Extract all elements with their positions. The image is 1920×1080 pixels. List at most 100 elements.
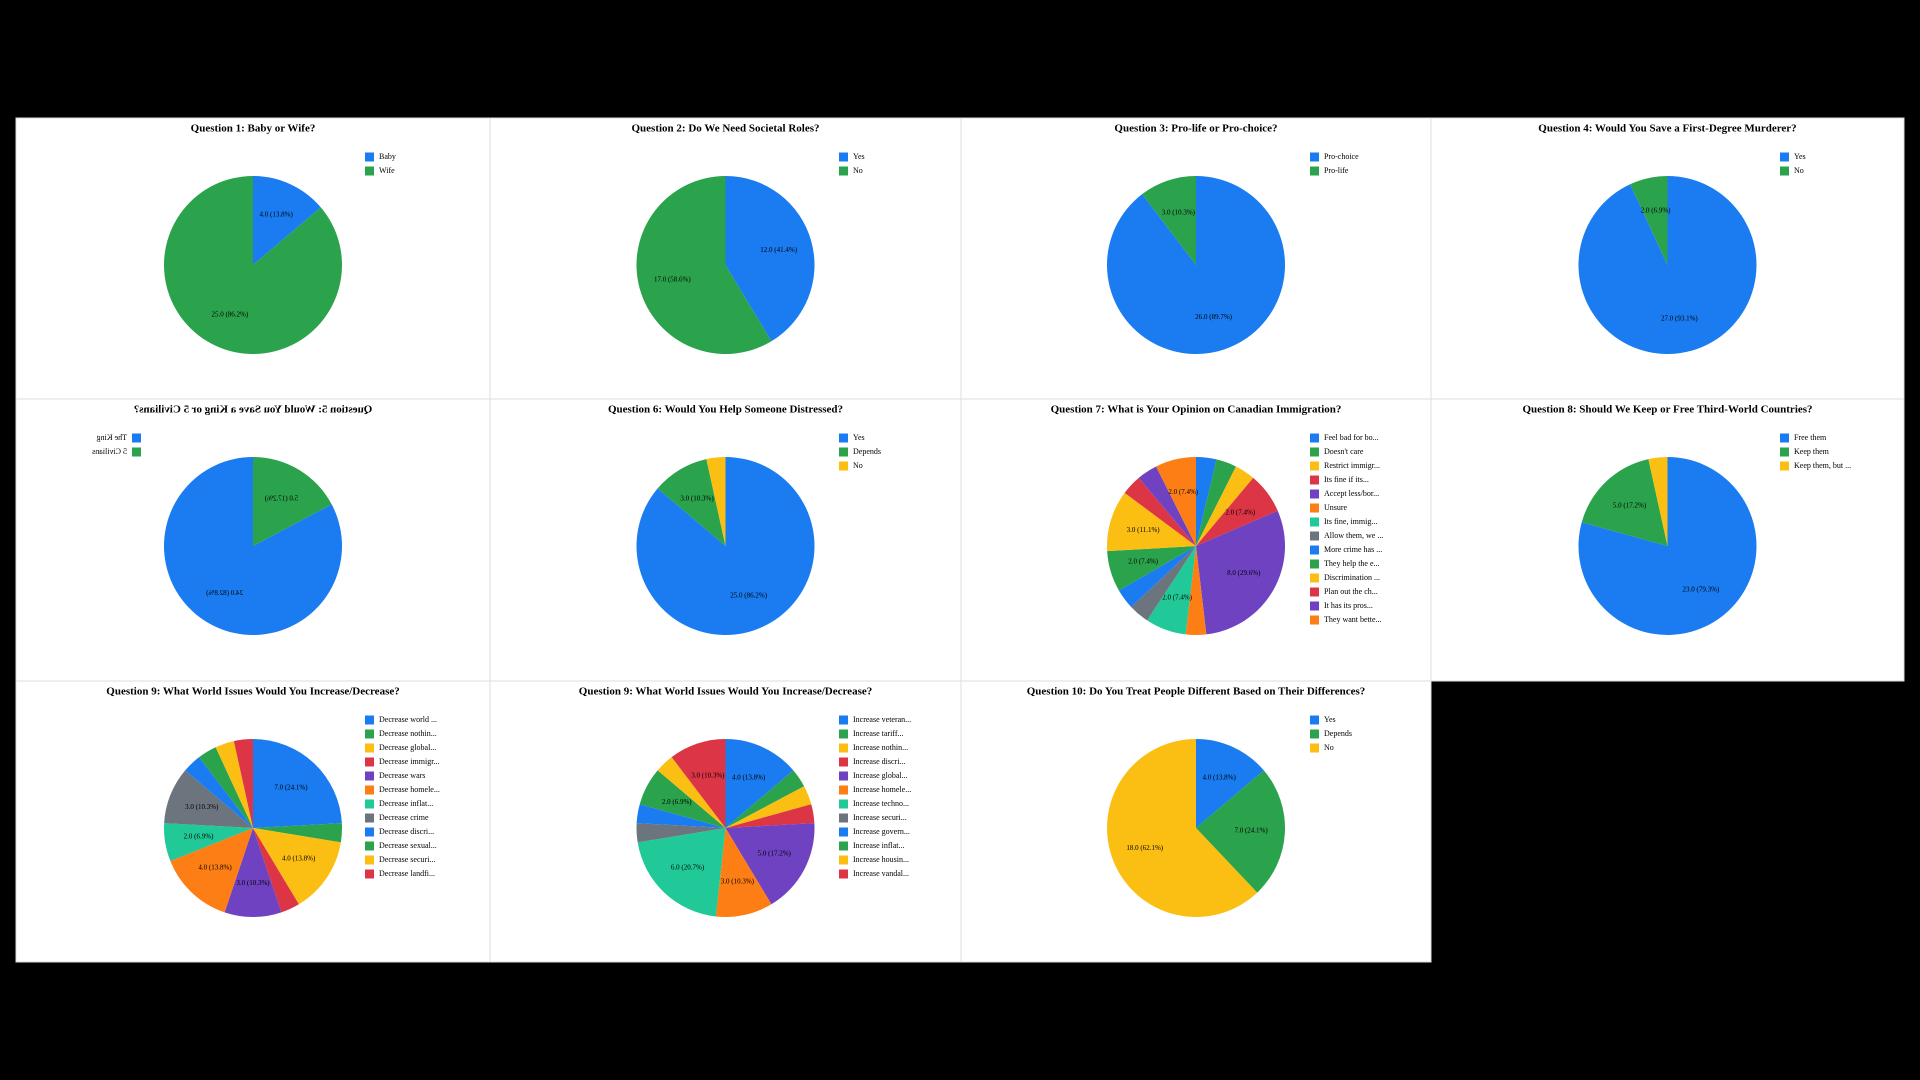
slice-label: 25.0 (86.2%) — [211, 311, 248, 319]
pie-slice — [1196, 510, 1285, 635]
legend-label: The King — [97, 433, 127, 442]
legend-label: Decrease sexual... — [379, 841, 437, 850]
legend-swatch — [839, 152, 848, 162]
pie-slice — [1196, 477, 1278, 546]
legend-label: Increase discri... — [853, 757, 905, 766]
slice-label: 2.0 (6.9%) — [1641, 207, 1671, 215]
pie-slice — [1196, 459, 1236, 546]
pie-slice — [1131, 546, 1196, 621]
pie-slice — [1648, 457, 1668, 546]
chart-content: Question 5: Would You Save a King or 5 C… — [92, 404, 372, 635]
legend-swatch — [839, 841, 848, 851]
legend-swatch — [365, 771, 374, 781]
legend-swatch — [365, 827, 374, 837]
pie-slice — [233, 739, 253, 828]
legend-label: They want bette... — [1324, 615, 1382, 624]
chart-title: Question 4: Would You Save a First-Degre… — [1538, 123, 1796, 135]
legend-swatch — [1310, 152, 1319, 162]
chart-content: Question 3: Pro-life or Pro-choice? 26.0 … — [1107, 123, 1359, 354]
slice-label: 5.0 (17.2%) — [758, 849, 792, 857]
legend-label: Yes — [853, 433, 865, 442]
legend-label: No — [853, 166, 863, 175]
legend-swatch — [132, 433, 141, 443]
pie-slice — [706, 457, 726, 546]
legend-label: Allow them, we ... — [1324, 531, 1383, 540]
legend-label: Yes — [1324, 715, 1336, 724]
pie-slice — [1118, 546, 1196, 608]
chart-title: Question 10: Do You Treat People Differe… — [1027, 686, 1366, 698]
legend-swatch — [1780, 166, 1789, 176]
slice-label: 2.0 (7.4%) — [1128, 557, 1158, 565]
chart-panel: Question 4: Would You Save a First-Degre… — [1430, 117, 1905, 400]
legend-swatch — [1310, 475, 1319, 485]
slice-label: 18.0 (62.1%) — [1126, 844, 1163, 852]
legend-label: Pro-life — [1324, 166, 1349, 175]
legend-label: Accept less/bor... — [1324, 489, 1379, 498]
pie-slice — [253, 828, 299, 913]
chart-title: Question 6: Would You Help Someone Distr… — [608, 404, 843, 416]
slice-label: 2.0 (7.4%) — [1162, 593, 1192, 601]
legend-swatch — [365, 757, 374, 767]
legend-label: Free them — [1794, 433, 1827, 442]
slice-label: 3.0 (10.3%) — [236, 879, 270, 887]
slice-label: 7.0 (24.1%) — [274, 784, 308, 792]
slice-label: 4.0 (13.8%) — [1203, 774, 1237, 782]
chart-content: Question 4: Would You Save a First-Degre… — [1538, 123, 1806, 354]
legend-swatch — [1310, 601, 1319, 611]
chart-panel: Question 3: Pro-life or Pro-choice? 26.0 … — [960, 117, 1432, 400]
slice-label: 12.0 (41.4%) — [760, 246, 797, 254]
legend-swatch — [365, 785, 374, 795]
pie-slice — [725, 770, 805, 828]
chart-title: Question 8: Should We Keep or Free Third… — [1522, 404, 1812, 416]
legend-swatch — [839, 715, 848, 725]
legend-label: Decrease nothin... — [379, 729, 437, 738]
chart-content: Question 1: Baby or Wife? 4.0 (13.8%) 25.0… — [164, 123, 396, 354]
chart-content: Question 9: What World Issues Would You … — [579, 686, 911, 917]
pie-slice — [1196, 466, 1254, 546]
slice-label: 2.0 (7.4%) — [1168, 488, 1198, 496]
legend-swatch — [1310, 587, 1319, 597]
pie-slice — [1196, 739, 1264, 828]
chart-title: Question 9: What World Issues Would You … — [106, 686, 399, 698]
legend-swatch — [1310, 531, 1319, 541]
legend-swatch — [365, 743, 374, 753]
legend-label: Increase tariff... — [853, 729, 904, 738]
chart-title: Question 2: Do We Need Societal Roles? — [631, 123, 819, 135]
pie-slice — [224, 828, 282, 917]
legend-label: Depends — [853, 447, 881, 456]
legend-swatch — [839, 799, 848, 809]
legend-label: Decrease inflat... — [379, 799, 433, 808]
pie-slice — [1124, 477, 1196, 546]
legend-swatch — [839, 461, 848, 471]
legend-swatch — [1310, 433, 1319, 443]
pie-slice — [637, 828, 726, 917]
pie-slice — [1107, 546, 1196, 591]
legend-label: No — [853, 461, 863, 470]
legend-label: Doesn't care — [1324, 447, 1364, 456]
legend-swatch — [365, 841, 374, 851]
pie-slice — [1581, 459, 1668, 546]
slice-label: 26.0 (89.7%) — [1195, 313, 1232, 321]
pie-slice — [725, 823, 815, 905]
chart-title: Question 5: Would You Save a King or 5 C… — [134, 404, 373, 416]
pie-slice — [636, 823, 726, 843]
legend-swatch — [365, 869, 374, 879]
slice-label: 3.0 (10.3%) — [691, 771, 725, 779]
legend-label: Feel bad for bo... — [1324, 433, 1379, 442]
chart-panel: Question 5: Would You Save a King or 5 C… — [15, 398, 491, 682]
legend-swatch — [1310, 461, 1319, 471]
pie-slice — [253, 739, 342, 828]
legend-swatch — [1310, 559, 1319, 569]
pie-slice — [725, 804, 815, 828]
pie-slice — [725, 786, 812, 828]
legend-swatch — [1310, 615, 1319, 625]
slice-label: 8.0 (29.6%) — [1227, 569, 1261, 577]
pie-slice — [725, 176, 815, 342]
legend-label: Increase securi... — [853, 813, 907, 822]
legend-swatch — [839, 433, 848, 443]
legend-label: Decrease global... — [379, 743, 436, 752]
pie-slice — [253, 823, 342, 843]
legend-swatch — [365, 166, 374, 176]
pie-slice — [639, 770, 726, 828]
